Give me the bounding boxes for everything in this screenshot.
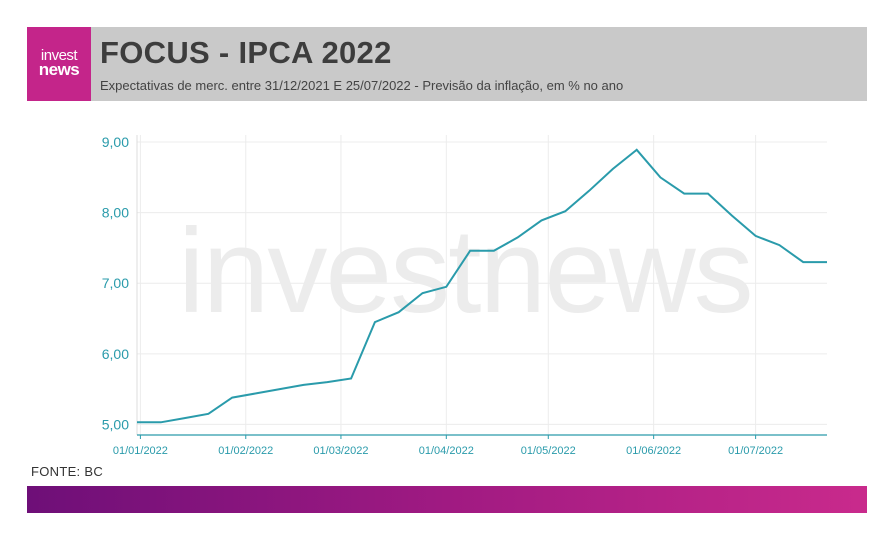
x-tick-label: 01/02/2022 <box>218 445 273 457</box>
y-tick-labels: 5,00 6,00 7,00 8,00 9,00 <box>102 134 129 432</box>
investnews-logo: invest news <box>27 27 91 101</box>
x-tick-label: 01/05/2022 <box>521 445 576 457</box>
y-tick-label: 5,00 <box>102 416 129 432</box>
y-tick-label: 7,00 <box>102 275 129 291</box>
bottom-gradient-bar <box>27 486 867 513</box>
chart-subtitle: Expectativas de merc. entre 31/12/2021 E… <box>100 78 624 93</box>
x-tick-label: 01/04/2022 <box>419 445 474 457</box>
watermark-text: investnews <box>178 204 752 338</box>
chart-header: invest news FOCUS - IPCA 2022 Expectativ… <box>27 27 867 101</box>
x-tick-label: 01/07/2022 <box>728 445 783 457</box>
source-note: FONTE: BC <box>31 464 104 479</box>
axes <box>136 135 827 439</box>
logo-line-1: invest <box>40 47 78 65</box>
grid-lines <box>137 135 827 435</box>
chart-title: FOCUS - IPCA 2022 <box>100 35 392 70</box>
x-tick-label: 01/03/2022 <box>313 445 368 457</box>
logo-line-2: news <box>38 60 80 80</box>
x-tick-label: 01/06/2022 <box>626 445 681 457</box>
x-tick-label: 01/01/2022 <box>113 445 168 457</box>
y-tick-label: 8,00 <box>102 205 129 221</box>
ipca-series-line <box>137 148 827 424</box>
x-tick-labels: 01/01/2022 01/02/2022 01/03/2022 01/04/2022… <box>113 445 783 457</box>
y-tick-label: 9,00 <box>102 134 129 150</box>
y-tick-label: 6,00 <box>102 346 129 362</box>
